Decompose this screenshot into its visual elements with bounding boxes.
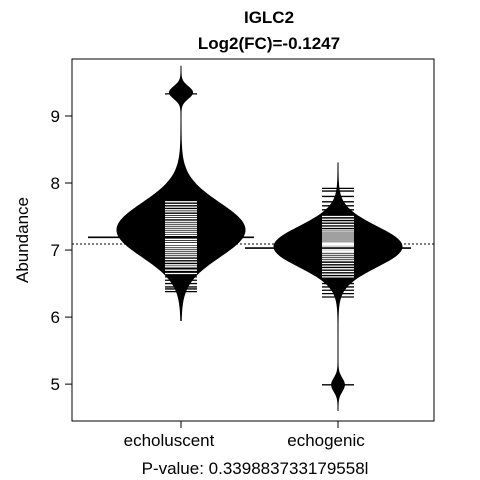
plot-frame [71,58,435,422]
y-tick-label: 9 [51,107,60,126]
chart-subtitle: Log2(FC)=-0.1247 [198,34,340,53]
bean-echogenic [245,162,411,411]
y-axis-label: Abundance [13,197,32,283]
y-tick-label: 5 [51,375,60,394]
y-axis: 5 6 7 8 9 [51,107,72,394]
x-tick-label: echogenic [287,431,365,450]
y-tick-label: 8 [51,174,60,193]
bean-density-echoluscent [116,65,246,321]
p-value-label: P-value: 0.339883733179558l [142,459,369,478]
chart-title: IGLC2 [244,8,294,27]
x-axis: echoluscent echogenic [124,421,365,450]
bean-echoluscent [88,65,254,321]
x-tick-label: echoluscent [124,431,215,450]
y-tick-label: 6 [51,308,60,327]
y-tick-label: 7 [51,241,60,260]
plot-area [72,65,434,411]
